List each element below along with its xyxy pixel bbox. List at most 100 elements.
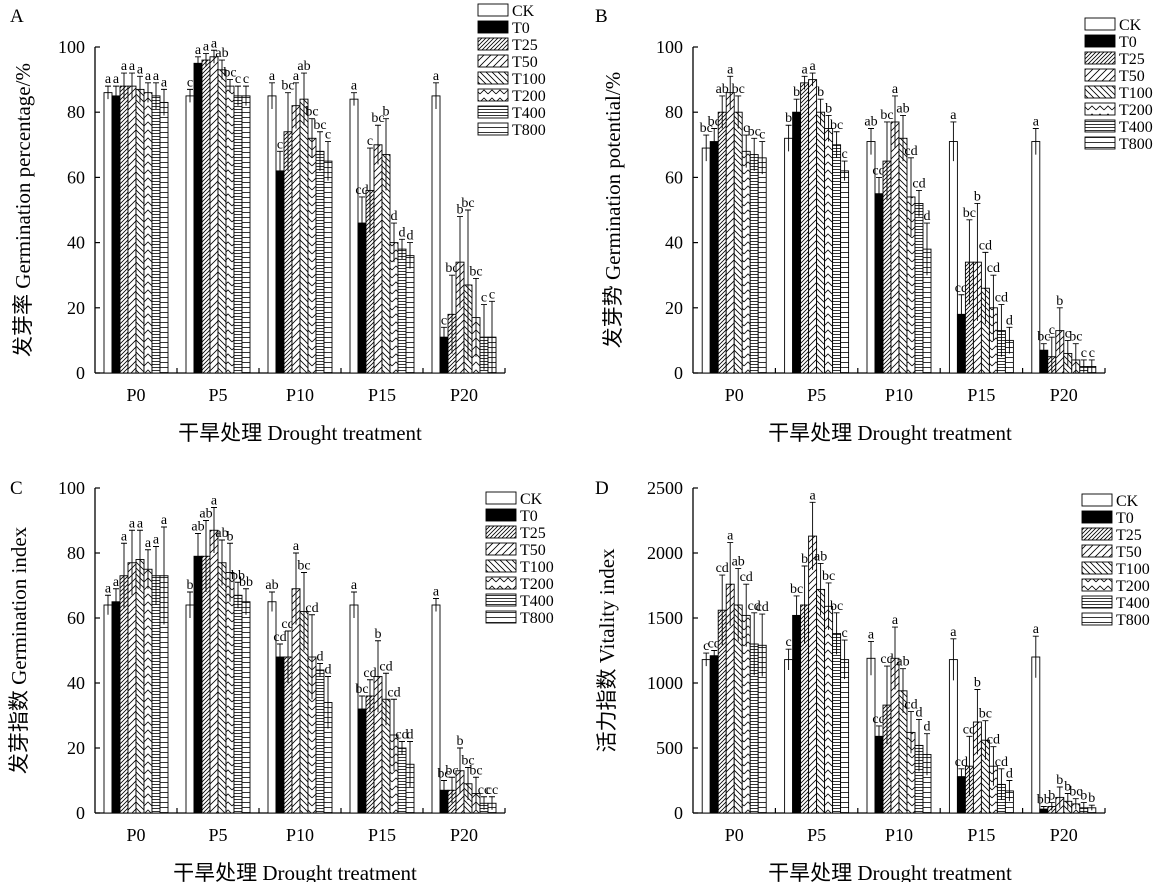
significance-label: bc (732, 82, 745, 97)
significance-label: cd (748, 599, 761, 614)
error-bar (441, 780, 447, 800)
error-bar (383, 672, 389, 726)
significance-label: c (243, 72, 249, 87)
bar-t800 (159, 101, 169, 374)
significance-label: a (153, 69, 160, 84)
x-tick-label: P5 (807, 825, 826, 845)
error-bar (153, 82, 159, 109)
significance-label: a (1033, 115, 1040, 130)
legend-swatch-t0 (485, 508, 517, 522)
legend-swatch-t0 (1081, 510, 1113, 524)
bar-t50 (373, 144, 383, 374)
significance-label: bc (469, 763, 482, 778)
x-tick-label: P5 (208, 825, 227, 845)
bar-ck (103, 604, 113, 814)
bar-t800 (241, 95, 251, 374)
y-tick-label: 2500 (647, 478, 683, 498)
significance-label: cd (355, 183, 368, 198)
bar-ck (701, 659, 711, 814)
error-bar (958, 294, 965, 334)
error-bar (301, 72, 307, 126)
error-bar (161, 526, 167, 625)
significance-label: ab (896, 101, 909, 116)
significance-label: a (211, 494, 218, 509)
bar-t400 (233, 594, 243, 814)
bar-t25 (201, 555, 211, 814)
significance-label: bb (231, 568, 245, 583)
error-bar (908, 157, 914, 237)
error-bar (1088, 804, 1095, 811)
error-bar (243, 85, 249, 106)
error-bar (825, 582, 832, 630)
bar-t200 (824, 128, 834, 374)
significance-label: bc (469, 264, 482, 279)
bar-t0 (792, 111, 802, 374)
error-bar (449, 274, 455, 354)
error-bar (359, 695, 365, 722)
bar-t50 (808, 535, 818, 814)
error-bar (801, 565, 808, 644)
error-bar (719, 95, 726, 129)
significance-label: d (399, 225, 406, 240)
error-bar (1048, 336, 1055, 373)
error-bar (1048, 802, 1055, 811)
legend-label: T800 (1119, 136, 1153, 153)
bar-t200 (143, 568, 153, 814)
legend-swatch-t800 (1084, 136, 1116, 150)
legend-swatch-t25 (485, 525, 517, 539)
bar-t0 (193, 555, 203, 814)
error-bar (105, 594, 111, 615)
error-bar (1080, 359, 1087, 373)
significance-label: a (801, 62, 808, 77)
error-bar (145, 82, 151, 103)
y-tick-label: 1000 (647, 673, 683, 693)
legend-swatch-t100 (485, 559, 517, 573)
x-tick-label: P15 (368, 825, 396, 845)
significance-label: a (129, 59, 136, 74)
error-bar (974, 689, 981, 755)
x-tick-label: P10 (885, 825, 913, 845)
significance-label: a (950, 625, 957, 640)
legend-label: T800 (512, 122, 546, 139)
significance-label: cd (716, 561, 729, 576)
error-bar (1056, 786, 1063, 808)
significance-label: cd (379, 659, 392, 674)
bar-ck (784, 659, 794, 814)
bar-t100 (217, 69, 227, 374)
y-tick-label: 500 (656, 738, 683, 758)
error-bar (309, 118, 315, 158)
error-bar (1006, 780, 1013, 802)
significance-label: cd (987, 261, 1000, 276)
significance-label: b (187, 578, 194, 593)
legend-label: T100 (512, 71, 546, 88)
legend-label: T800 (1116, 612, 1150, 629)
bar-ck (185, 95, 195, 374)
bar-t0 (275, 656, 285, 814)
error-bar (1006, 326, 1013, 354)
legend-swatch-ck (485, 491, 517, 505)
legend-label: T200 (512, 88, 546, 105)
x-tick-label: P15 (368, 385, 396, 405)
error-bar (751, 137, 758, 171)
significance-label: a (293, 69, 300, 84)
y-axis-label: 发芽指数 Germination index (7, 526, 31, 774)
error-bar (367, 147, 373, 233)
significance-label: c (367, 134, 373, 149)
legend-label: T100 (1119, 85, 1153, 102)
error-bar (293, 82, 299, 129)
error-bar (966, 219, 973, 305)
error-bar (743, 583, 750, 647)
legend-label: T50 (520, 542, 546, 559)
error-bar (924, 733, 930, 776)
legend-label: CK (520, 491, 543, 508)
significance-label: b (974, 189, 981, 204)
error-bar (998, 304, 1005, 357)
significance-label: a (211, 36, 218, 51)
x-tick-label: P0 (725, 385, 744, 405)
legend-swatch-t25 (1084, 51, 1116, 65)
error-bar (841, 160, 848, 181)
y-tick-label: 60 (67, 608, 85, 628)
error-bar (351, 591, 357, 618)
